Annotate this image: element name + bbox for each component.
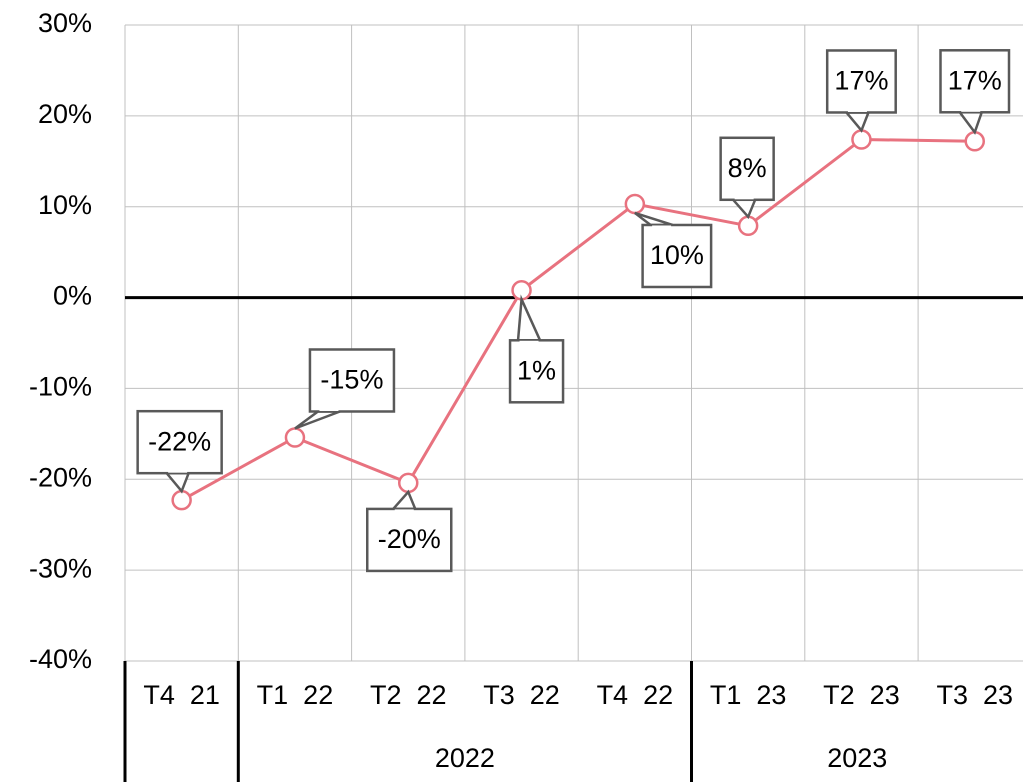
y-tick-label: -30% (29, 553, 92, 583)
series-line (180, 137, 975, 502)
callout-box (719, 136, 775, 202)
callout-cover (319, 408, 339, 411)
x-tick-label: T3 22 (483, 680, 560, 710)
x-tick-label: T4 21 (143, 680, 220, 710)
x-tick-label: T4 22 (597, 680, 674, 710)
group-label: 2022 (435, 743, 495, 773)
callout-cover (168, 470, 188, 473)
y-tick-label: 20% (38, 99, 92, 129)
data-label: 1% (517, 355, 556, 385)
x-tick-label: T1 22 (257, 680, 334, 710)
x-tick-label: T2 23 (823, 680, 900, 710)
callout-pointer (634, 211, 673, 227)
x-tick-label: T3 23 (936, 680, 1013, 710)
data-label: 17% (834, 66, 888, 96)
marker (851, 129, 872, 150)
y-tick-label: -20% (29, 462, 92, 492)
callout-box (308, 348, 396, 413)
callout-box (366, 507, 453, 573)
y-tick-label: -10% (29, 372, 92, 402)
data-label: 17% (948, 65, 1002, 95)
data-label: -20% (378, 524, 441, 554)
callout-cover (847, 109, 867, 112)
callout-pointer (516, 294, 542, 342)
x-tick-label: T2 22 (370, 680, 447, 710)
marker (737, 215, 759, 237)
marker (964, 131, 985, 152)
data-label: 8% (728, 153, 767, 183)
callout-pointer (730, 198, 758, 220)
marker (624, 193, 646, 215)
callout-box (939, 49, 1011, 114)
group-label: 2023 (827, 743, 887, 773)
y-tick-label: 0% (53, 281, 92, 311)
data-label: -15% (320, 365, 383, 395)
y-tick-label: 30% (38, 8, 92, 38)
data-label: -22% (148, 426, 211, 456)
callout-cover (394, 509, 414, 512)
callout-pointer (957, 111, 984, 135)
callout-cover (961, 109, 981, 112)
callout-box (641, 223, 713, 289)
callout-box (825, 49, 897, 114)
callout-pointer (843, 111, 871, 133)
callout-cover (652, 225, 672, 228)
y-tick-label: -40% (29, 644, 92, 674)
callout-box (136, 409, 223, 475)
callout-cover (734, 197, 754, 200)
marker (398, 472, 419, 494)
marker (171, 489, 192, 511)
y-tick-label: 10% (38, 190, 92, 220)
callout-pointer (294, 410, 341, 430)
callout-pointer (390, 489, 418, 511)
callout-pointer (163, 471, 191, 494)
callout-box (508, 339, 565, 404)
callout-cover (519, 340, 539, 343)
marker (284, 427, 306, 448)
x-tick-label: T1 23 (710, 680, 787, 710)
data-label: 10% (650, 240, 704, 270)
